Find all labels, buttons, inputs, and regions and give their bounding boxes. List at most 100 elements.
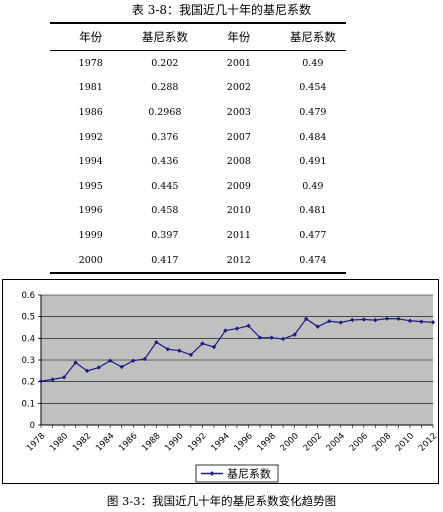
table-cell: 1995 bbox=[78, 180, 103, 192]
y-tick-label: 0.1 bbox=[21, 399, 35, 409]
x-tick-label: 1980 bbox=[48, 431, 70, 453]
data-point bbox=[154, 340, 159, 345]
table-cell: 2007 bbox=[226, 131, 251, 143]
x-tick-label: 2004 bbox=[325, 431, 347, 453]
table-row: 1999 0.397 2011 0.477 bbox=[50, 223, 346, 248]
data-point bbox=[73, 360, 78, 365]
y-tick-label: 0.5 bbox=[21, 313, 35, 323]
data-point bbox=[223, 328, 228, 333]
table-row: 1978 0.202 2001 0.49 bbox=[50, 51, 346, 76]
data-point bbox=[131, 358, 136, 363]
table-row: 1992 0.376 2007 0.484 bbox=[50, 125, 346, 150]
table-cell: 0.479 bbox=[299, 106, 327, 118]
table-cell: 0.49 bbox=[302, 57, 324, 69]
table-cell: 2010 bbox=[226, 205, 251, 217]
table-cell: 0.477 bbox=[299, 229, 327, 241]
table-cell: 1992 bbox=[78, 131, 103, 143]
table-cell: 2011 bbox=[226, 229, 251, 241]
x-tick-label: 1978 bbox=[25, 431, 47, 453]
line-chart: 0 0.1 0.2 0.3 0.4 0.5 0.6 1978 1980 1982 1984 1986 1… bbox=[2, 279, 439, 484]
table-cell: 2002 bbox=[226, 82, 251, 94]
data-point bbox=[350, 317, 355, 323]
table-cell: 0.481 bbox=[299, 205, 327, 217]
data-point bbox=[84, 368, 90, 374]
table-cell: 0.436 bbox=[151, 156, 179, 168]
table-row: 2000 0.417 2012 0.474 bbox=[50, 247, 346, 275]
table-cell: 2001 bbox=[226, 57, 251, 69]
data-point bbox=[338, 320, 343, 325]
x-tick-label: 1990 bbox=[163, 431, 185, 453]
data-point bbox=[246, 323, 251, 328]
table-cell: 2000 bbox=[50, 247, 132, 275]
x-tick-label: 2010 bbox=[394, 431, 416, 453]
table-cell: 0.417 bbox=[131, 247, 199, 275]
table-title: 表 3-8：我国近几十年的基尼系数 bbox=[131, 3, 312, 17]
x-tick-label: 2002 bbox=[302, 431, 324, 453]
data-point bbox=[327, 319, 332, 324]
header-year-2: 年份 bbox=[198, 22, 280, 51]
table-row: 1995 0.445 2009 0.49 bbox=[50, 174, 346, 199]
data-point bbox=[211, 344, 217, 350]
table-cell: 0.454 bbox=[299, 82, 327, 94]
data-point bbox=[142, 356, 147, 362]
y-tick-label: 0.3 bbox=[21, 356, 35, 366]
table-cell: 0.2968 bbox=[148, 106, 182, 118]
data-point bbox=[407, 318, 413, 323]
data-point bbox=[257, 335, 263, 340]
x-tick-label: 1982 bbox=[71, 431, 93, 453]
header-year-1: 年份 bbox=[50, 22, 132, 51]
legend-box bbox=[195, 464, 279, 483]
y-tick-label: 0.4 bbox=[21, 334, 35, 344]
table-cell: 1978 bbox=[78, 57, 103, 69]
table-row: 1996 0.458 2010 0.481 bbox=[50, 199, 346, 224]
data-point bbox=[280, 336, 286, 342]
y-tick-label: 0.2 bbox=[21, 378, 35, 388]
table-cell: 2003 bbox=[226, 106, 251, 118]
x-tick-label: 1984 bbox=[94, 431, 116, 453]
table-header-row: 年份 基尼系数 年份 基尼系数 bbox=[50, 22, 346, 51]
data-point bbox=[315, 324, 320, 329]
table-row: 1981 0.288 2002 0.454 bbox=[50, 76, 346, 101]
x-tick-label: 1986 bbox=[117, 431, 139, 453]
table-cell: 1986 bbox=[78, 106, 103, 118]
data-point bbox=[430, 320, 436, 325]
header-gini-2: 基尼系数 bbox=[279, 22, 346, 51]
x-tick-label: 2000 bbox=[279, 431, 301, 453]
x-tick-label: 2012 bbox=[417, 431, 438, 453]
data-point bbox=[384, 316, 390, 321]
table-cell: 1996 bbox=[78, 205, 103, 217]
table-cell: 0.397 bbox=[151, 229, 179, 241]
x-tick-label: 2006 bbox=[348, 431, 370, 453]
data-point bbox=[419, 319, 424, 324]
data-point bbox=[373, 317, 378, 323]
table-cell: 2009 bbox=[226, 180, 251, 192]
table-row: 1986 0.2968 2003 0.479 bbox=[50, 100, 346, 125]
table-cell: 0.288 bbox=[151, 82, 179, 94]
data-point bbox=[165, 346, 171, 352]
data-point bbox=[61, 375, 67, 380]
data-point bbox=[396, 316, 401, 322]
x-tick-label: 1988 bbox=[140, 431, 162, 453]
x-tick-label: 1996 bbox=[232, 431, 254, 453]
table-cell: 1994 bbox=[78, 156, 103, 168]
x-tick-label: 1992 bbox=[186, 431, 208, 453]
data-point bbox=[50, 377, 55, 382]
y-tick-label: 0.6 bbox=[21, 291, 35, 301]
gini-table: 年份 基尼系数 年份 基尼系数 1978 0.202 2001 0.49 1981 0.… bbox=[50, 22, 346, 275]
data-point bbox=[96, 365, 101, 370]
data-point bbox=[200, 341, 205, 346]
data-point bbox=[303, 316, 309, 322]
data-point bbox=[269, 335, 274, 340]
table-cell: 0.458 bbox=[151, 205, 179, 217]
table-cell: 0.445 bbox=[151, 180, 179, 192]
x-tick-label: 1998 bbox=[256, 431, 278, 453]
legend-label: 基尼系数 bbox=[227, 468, 271, 481]
table-cell: 2012 bbox=[198, 247, 280, 275]
data-point bbox=[361, 317, 367, 322]
data-point bbox=[177, 348, 182, 353]
data-point bbox=[107, 358, 113, 363]
x-tick-label: 1994 bbox=[209, 431, 231, 453]
table-cell: 0.491 bbox=[299, 156, 327, 168]
table-cell: 0.202 bbox=[151, 57, 179, 69]
